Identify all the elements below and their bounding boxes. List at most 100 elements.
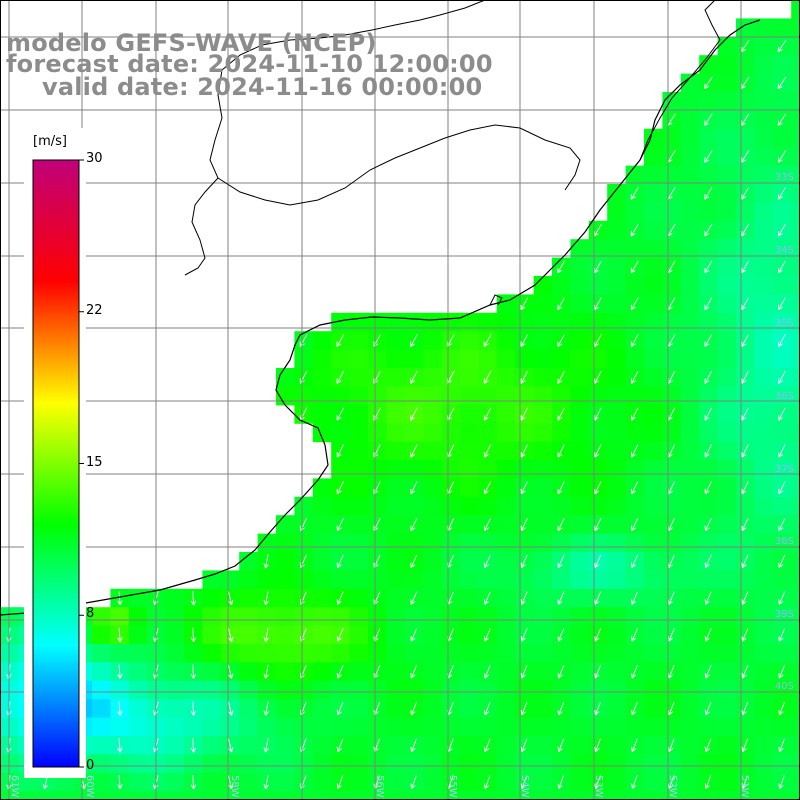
wind-cell — [349, 312, 369, 332]
wind-arrow — [778, 481, 786, 495]
wind-cell — [423, 515, 443, 535]
wind-cell — [644, 791, 663, 800]
wind-arrow-head — [630, 233, 636, 237]
wind-cell — [386, 772, 406, 792]
wind-cell — [349, 404, 369, 424]
wind-cell — [165, 607, 185, 627]
wind-cell — [699, 791, 719, 800]
wind-cell — [368, 717, 387, 737]
wind-cell — [699, 202, 719, 222]
wind-cell — [312, 386, 332, 406]
wind-cell — [736, 349, 755, 369]
wind-cell — [791, 184, 800, 203]
wind-arrow-head — [484, 490, 489, 495]
wind-arrow-head — [117, 637, 121, 643]
wind-cell — [644, 349, 663, 369]
wind-arrow-head — [631, 564, 637, 568]
wind-cell — [386, 662, 406, 682]
wind-arrow — [631, 738, 638, 752]
wind-cell — [423, 644, 443, 663]
wind-cell — [496, 331, 516, 351]
wind-arrow-head — [337, 637, 342, 642]
wind-arrow-head — [521, 637, 526, 642]
wind-arrow-head — [557, 527, 563, 532]
wind-arrow — [630, 223, 639, 237]
longitude-label: 60W — [84, 775, 95, 798]
wind-cell — [791, 736, 800, 755]
wind-cell — [276, 791, 295, 800]
wind-cell — [110, 754, 130, 774]
wind-cell — [533, 349, 553, 369]
wind-cell — [202, 588, 222, 608]
wind-arrow — [595, 738, 601, 752]
wind-arrow-head — [704, 343, 710, 347]
wind-cell — [220, 680, 240, 700]
wind-arrow-head — [631, 527, 637, 532]
wind-cell — [644, 423, 663, 443]
wind-cell — [165, 662, 185, 682]
wind-arrow — [447, 407, 455, 421]
wind-cell — [496, 644, 516, 663]
wind-cell — [791, 294, 800, 314]
wind-cell — [625, 386, 645, 406]
wind-arrow-head — [6, 710, 9, 716]
wind-cell — [717, 128, 737, 148]
wind-cell — [570, 570, 590, 590]
wind-cell — [570, 239, 590, 259]
wind-arrow — [447, 554, 455, 568]
wind-cell — [239, 588, 259, 608]
wind-cell — [349, 607, 369, 627]
wind-cell — [607, 662, 627, 682]
wind-cell — [680, 331, 700, 351]
wind-arrow-head — [668, 527, 673, 532]
wind-cell — [496, 312, 516, 332]
wind-cell — [202, 570, 222, 590]
wind-cell — [220, 644, 240, 663]
wind-cell — [680, 368, 700, 387]
wind-arrow — [192, 774, 195, 790]
wind-arrow — [411, 738, 417, 752]
wind-cell — [423, 717, 443, 737]
wind-arrow — [521, 664, 528, 679]
wind-cell — [460, 644, 479, 663]
wind-arrow-head — [705, 527, 710, 532]
wind-arrow-head — [193, 600, 197, 606]
wind-arrow — [484, 738, 491, 752]
wind-cell — [423, 607, 443, 627]
wind-arrow-head — [557, 269, 563, 274]
wind-arrow-head — [595, 748, 600, 753]
wind-arrow-head — [778, 490, 784, 495]
wind-arrow-head — [741, 527, 747, 532]
wind-arrow-head — [117, 710, 121, 716]
wind-cell — [386, 754, 406, 774]
wind-arrow — [668, 701, 675, 716]
wind-cell — [202, 717, 222, 737]
wind-arrow — [410, 334, 418, 347]
wind-cell — [128, 717, 148, 737]
wind-arrow — [447, 628, 454, 642]
wind-arrow-head — [190, 674, 194, 679]
wind-arrow — [705, 738, 712, 752]
wind-cell — [791, 312, 800, 332]
wind-arrow — [778, 591, 786, 605]
wind-arrow-head — [778, 636, 780, 642]
wind-cell — [55, 791, 75, 800]
wind-arrow-head — [484, 417, 489, 421]
wind-arrow — [521, 591, 528, 605]
wind-cell — [717, 220, 737, 240]
wind-cell — [607, 460, 627, 479]
wind-cell — [239, 570, 259, 590]
wind-cell — [791, 349, 800, 369]
wind-cell — [496, 552, 516, 571]
wind-arrow-head — [227, 748, 232, 753]
wind-cell — [276, 515, 295, 535]
wind-arrow — [520, 334, 529, 347]
wind-cell — [662, 349, 682, 369]
wind-cell — [644, 147, 663, 167]
wind-arrow-head — [447, 711, 453, 716]
wind-cell — [644, 404, 663, 424]
wind-arrow-head — [778, 783, 781, 789]
wind-cell — [496, 496, 516, 516]
wind-cell — [165, 625, 185, 645]
